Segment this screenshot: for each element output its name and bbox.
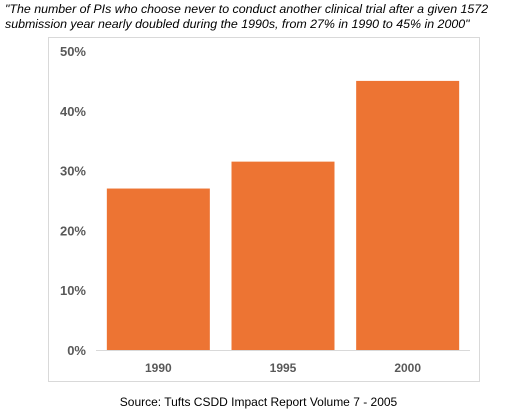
bar-1990 [106,188,210,350]
chart-caption-quote: "The number of PIs who choose never to c… [5,2,489,31]
y-tick-label: 30% [60,164,86,179]
y-tick-label: 10% [60,283,86,298]
y-tick-label: 40% [60,104,86,119]
source-citation: Source: Tufts CSDD Impact Report Volume … [119,395,398,409]
bar-1995 [231,161,335,350]
x-tick-label: 1995 [270,361,297,375]
x-tick-label: 2000 [394,361,421,375]
y-tick-label: 50% [60,44,86,59]
bar-2000 [356,80,460,351]
x-tick-label: 1990 [145,361,172,375]
y-tick-label: 0% [67,343,86,358]
y-tick-label: 20% [60,223,86,238]
